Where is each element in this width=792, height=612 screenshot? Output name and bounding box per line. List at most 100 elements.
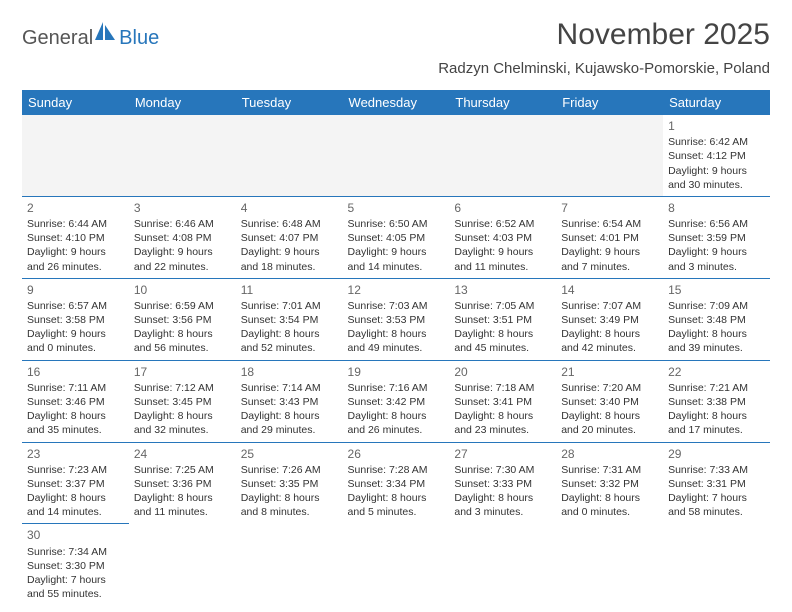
day-sunrise: Sunrise: 7:12 AM — [134, 381, 231, 395]
day-number: 16 — [27, 364, 124, 380]
calendar-row: 16Sunrise: 7:11 AMSunset: 3:46 PMDayligh… — [22, 360, 770, 442]
calendar-cell: 2Sunrise: 6:44 AMSunset: 4:10 PMDaylight… — [22, 196, 129, 278]
day-sunset: Sunset: 3:37 PM — [27, 477, 124, 491]
day-sunrise: Sunrise: 7:31 AM — [561, 463, 658, 477]
day-sunrise: Sunrise: 6:46 AM — [134, 217, 231, 231]
weekday-header: Tuesday — [236, 90, 343, 115]
day-sunrise: Sunrise: 7:26 AM — [241, 463, 338, 477]
day-sunrise: Sunrise: 6:52 AM — [454, 217, 551, 231]
day-day2: and 23 minutes. — [454, 423, 551, 437]
calendar-cell: 14Sunrise: 7:07 AMSunset: 3:49 PMDayligh… — [556, 278, 663, 360]
day-sunset: Sunset: 3:56 PM — [134, 313, 231, 327]
day-day2: and 39 minutes. — [668, 341, 765, 355]
day-number: 18 — [241, 364, 338, 380]
day-day1: Daylight: 9 hours — [348, 245, 445, 259]
calendar-cell — [343, 115, 450, 196]
day-sunset: Sunset: 3:59 PM — [668, 231, 765, 245]
day-sunset: Sunset: 4:01 PM — [561, 231, 658, 245]
weekday-header: Monday — [129, 90, 236, 115]
calendar-cell: 30Sunrise: 7:34 AMSunset: 3:30 PMDayligh… — [22, 524, 129, 605]
day-day1: Daylight: 8 hours — [454, 409, 551, 423]
day-day2: and 45 minutes. — [454, 341, 551, 355]
calendar-cell — [556, 524, 663, 605]
logo-text-blue: Blue — [119, 27, 159, 50]
day-number: 23 — [27, 446, 124, 462]
day-day2: and 29 minutes. — [241, 423, 338, 437]
day-sunset: Sunset: 3:58 PM — [27, 313, 124, 327]
day-sunset: Sunset: 3:48 PM — [668, 313, 765, 327]
day-sunrise: Sunrise: 6:54 AM — [561, 217, 658, 231]
day-day1: Daylight: 8 hours — [561, 327, 658, 341]
day-day2: and 3 minutes. — [668, 260, 765, 274]
day-day1: Daylight: 8 hours — [454, 491, 551, 505]
day-day1: Daylight: 8 hours — [668, 327, 765, 341]
day-sunrise: Sunrise: 6:57 AM — [27, 299, 124, 313]
calendar-cell — [129, 115, 236, 196]
calendar-cell: 8Sunrise: 6:56 AMSunset: 3:59 PMDaylight… — [663, 196, 770, 278]
day-sunset: Sunset: 3:33 PM — [454, 477, 551, 491]
day-number: 21 — [561, 364, 658, 380]
day-sunset: Sunset: 3:38 PM — [668, 395, 765, 409]
calendar-cell: 28Sunrise: 7:31 AMSunset: 3:32 PMDayligh… — [556, 442, 663, 524]
page-title: November 2025 — [557, 18, 770, 52]
calendar-cell: 17Sunrise: 7:12 AMSunset: 3:45 PMDayligh… — [129, 360, 236, 442]
day-day1: Daylight: 8 hours — [348, 409, 445, 423]
calendar-cell — [449, 524, 556, 605]
day-day1: Daylight: 8 hours — [241, 327, 338, 341]
day-day1: Daylight: 9 hours — [27, 327, 124, 341]
calendar-cell: 12Sunrise: 7:03 AMSunset: 3:53 PMDayligh… — [343, 278, 450, 360]
day-sunset: Sunset: 3:36 PM — [134, 477, 231, 491]
calendar-cell: 9Sunrise: 6:57 AMSunset: 3:58 PMDaylight… — [22, 278, 129, 360]
day-number: 15 — [668, 282, 765, 298]
day-day2: and 30 minutes. — [668, 178, 765, 192]
day-sunrise: Sunrise: 7:21 AM — [668, 381, 765, 395]
day-number: 3 — [134, 200, 231, 216]
calendar-cell: 21Sunrise: 7:20 AMSunset: 3:40 PMDayligh… — [556, 360, 663, 442]
day-number: 6 — [454, 200, 551, 216]
weekday-header: Saturday — [663, 90, 770, 115]
day-day2: and 18 minutes. — [241, 260, 338, 274]
calendar-cell — [129, 524, 236, 605]
day-sunrise: Sunrise: 7:14 AM — [241, 381, 338, 395]
day-day2: and 32 minutes. — [134, 423, 231, 437]
day-number: 29 — [668, 446, 765, 462]
day-sunset: Sunset: 4:05 PM — [348, 231, 445, 245]
day-day2: and 22 minutes. — [134, 260, 231, 274]
day-sunset: Sunset: 3:45 PM — [134, 395, 231, 409]
day-number: 12 — [348, 282, 445, 298]
day-sunset: Sunset: 3:40 PM — [561, 395, 658, 409]
day-day2: and 35 minutes. — [27, 423, 124, 437]
calendar-cell: 15Sunrise: 7:09 AMSunset: 3:48 PMDayligh… — [663, 278, 770, 360]
day-sunrise: Sunrise: 7:23 AM — [27, 463, 124, 477]
calendar-cell — [449, 115, 556, 196]
calendar-cell: 24Sunrise: 7:25 AMSunset: 3:36 PMDayligh… — [129, 442, 236, 524]
day-number: 2 — [27, 200, 124, 216]
day-sunrise: Sunrise: 7:20 AM — [561, 381, 658, 395]
day-sunrise: Sunrise: 7:18 AM — [454, 381, 551, 395]
day-day1: Daylight: 9 hours — [454, 245, 551, 259]
calendar-cell — [556, 115, 663, 196]
calendar-row: 2Sunrise: 6:44 AMSunset: 4:10 PMDaylight… — [22, 196, 770, 278]
weekday-header: Thursday — [449, 90, 556, 115]
day-number: 14 — [561, 282, 658, 298]
day-number: 13 — [454, 282, 551, 298]
calendar-cell — [663, 524, 770, 605]
calendar-cell: 20Sunrise: 7:18 AMSunset: 3:41 PMDayligh… — [449, 360, 556, 442]
day-day1: Daylight: 8 hours — [134, 491, 231, 505]
day-sunrise: Sunrise: 6:50 AM — [348, 217, 445, 231]
day-day1: Daylight: 8 hours — [134, 409, 231, 423]
day-sunset: Sunset: 3:31 PM — [668, 477, 765, 491]
day-sunset: Sunset: 4:07 PM — [241, 231, 338, 245]
day-day1: Daylight: 8 hours — [561, 409, 658, 423]
day-day1: Daylight: 8 hours — [668, 409, 765, 423]
day-sunset: Sunset: 3:54 PM — [241, 313, 338, 327]
day-sunrise: Sunrise: 6:42 AM — [668, 135, 765, 149]
logo: General Blue — [22, 22, 159, 55]
day-day2: and 56 minutes. — [134, 341, 231, 355]
calendar-cell: 11Sunrise: 7:01 AMSunset: 3:54 PMDayligh… — [236, 278, 343, 360]
day-day2: and 14 minutes. — [348, 260, 445, 274]
day-day2: and 26 minutes. — [27, 260, 124, 274]
day-sunset: Sunset: 3:32 PM — [561, 477, 658, 491]
calendar-table: Sunday Monday Tuesday Wednesday Thursday… — [22, 90, 770, 605]
day-sunrise: Sunrise: 6:44 AM — [27, 217, 124, 231]
